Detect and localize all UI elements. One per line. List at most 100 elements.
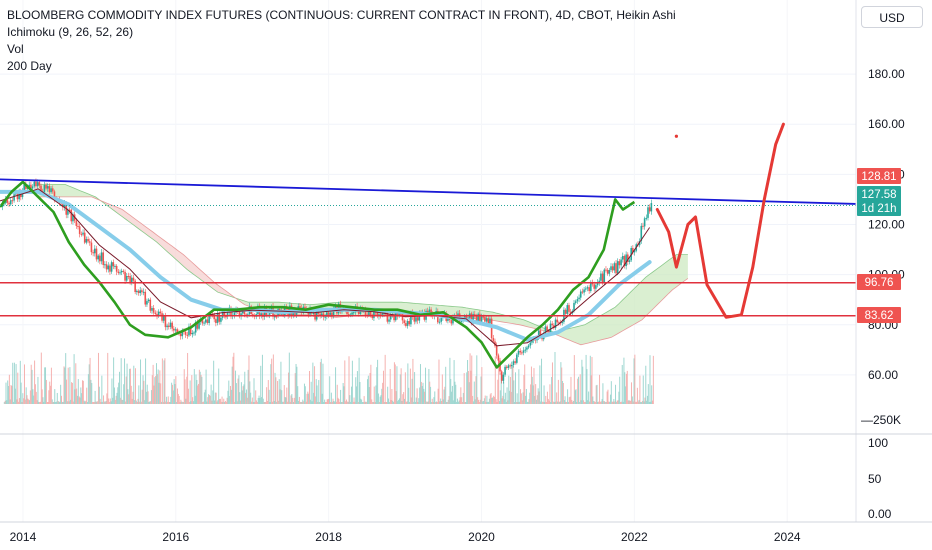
volume-bar <box>159 370 161 404</box>
oscillator-tick-label: 100 <box>868 436 888 450</box>
volume-bar <box>127 389 129 404</box>
candle-body <box>368 311 370 316</box>
candle-body <box>579 291 582 298</box>
volume-bar <box>643 401 645 404</box>
volume-bar <box>587 400 589 404</box>
indicator-200-day[interactable]: 200 Day <box>7 59 52 73</box>
volume-bar <box>150 401 152 404</box>
volume-bar <box>556 392 558 404</box>
volume-bar <box>555 401 557 404</box>
volume-bar <box>529 392 531 404</box>
volume-bar <box>438 359 440 404</box>
volume-bar <box>96 401 98 404</box>
volume-bar <box>619 376 621 404</box>
volume-bar <box>415 397 417 404</box>
volume-bar <box>361 401 363 404</box>
candle-body <box>92 252 94 254</box>
candle-body <box>9 200 12 205</box>
oscillator-tick-label: 0.00 <box>868 507 892 521</box>
volume-bar <box>509 376 511 404</box>
candle-body <box>75 220 78 226</box>
candle-body <box>482 316 485 318</box>
candle-body <box>484 316 486 322</box>
volume-bar <box>424 391 426 404</box>
volume-bar <box>489 394 491 404</box>
volume-bar <box>4 400 6 404</box>
volume-bar <box>366 401 368 404</box>
volume-bar <box>375 385 377 404</box>
volume-bar <box>33 395 35 404</box>
currency-button[interactable]: USD <box>861 6 923 28</box>
volume-bar <box>226 397 228 404</box>
volume-bar <box>64 367 66 404</box>
symbol-title[interactable]: BLOOMBERG COMMODITY INDEX FUTURES (CONTI… <box>7 8 676 22</box>
volume-bar <box>66 401 68 404</box>
volume-bar <box>272 401 274 404</box>
volume-bar <box>335 367 337 404</box>
volume-bar <box>546 391 548 404</box>
candle-body <box>526 347 528 350</box>
volume-bar <box>120 358 122 404</box>
candle-body <box>593 284 595 289</box>
volume-bar <box>23 398 25 404</box>
candle-body <box>188 326 190 336</box>
candle-body <box>603 269 606 283</box>
volume-bar <box>570 376 572 404</box>
candle-body <box>181 330 184 337</box>
volume-bar <box>563 400 565 404</box>
candle-body <box>72 214 74 222</box>
volume-bar <box>210 384 212 404</box>
volume-bar <box>558 401 560 404</box>
volume-bar <box>290 395 292 404</box>
volume-bar <box>387 386 389 404</box>
volume-bar <box>359 382 361 404</box>
volume-bar <box>462 392 464 404</box>
user-drawings[interactable] <box>0 122 857 319</box>
chart-gridlines <box>0 73 856 376</box>
volume-bar <box>469 353 471 404</box>
candle-body <box>331 312 333 317</box>
volume-bar <box>493 395 495 404</box>
candle-body <box>546 326 548 331</box>
volume-bar <box>568 397 570 404</box>
volume-bar <box>434 391 436 404</box>
volume-bar <box>35 391 37 404</box>
volume-bar <box>351 360 353 404</box>
resistance-trendline <box>0 178 857 205</box>
indicator-ichimoku[interactable]: Ichimoku (9, 26, 52, 26) <box>7 25 134 39</box>
volume-bar <box>293 397 295 404</box>
volume-bar <box>130 385 132 404</box>
candle-body <box>326 312 328 317</box>
volume-bar <box>540 401 542 404</box>
volume-bar <box>41 389 43 404</box>
volume-bar <box>495 399 497 404</box>
candle-body <box>558 322 560 324</box>
candle-body <box>556 319 558 323</box>
volume-bar <box>448 396 450 404</box>
candle-body <box>347 314 350 316</box>
volume-bar <box>327 399 329 404</box>
volume-bar <box>541 358 543 404</box>
volume-bar <box>426 401 428 404</box>
indicator-vol[interactable]: Vol <box>7 42 24 56</box>
volume-bar <box>408 387 410 404</box>
volume-bar <box>261 354 263 404</box>
volume-bar <box>345 399 347 404</box>
candle-body <box>578 297 580 300</box>
volume-bar <box>404 372 406 404</box>
candle-body <box>194 322 197 333</box>
volume-bar <box>208 394 210 404</box>
volume-bar <box>60 395 62 404</box>
volume-bar <box>319 401 321 404</box>
volume-bar <box>273 400 275 404</box>
candle-body <box>100 252 103 262</box>
volume-bar <box>92 401 94 404</box>
price-tag-label: 83.62 <box>865 310 894 322</box>
volume-bar <box>140 401 142 404</box>
volume-bar <box>625 373 627 404</box>
candle-body <box>304 306 306 309</box>
candle-body <box>25 184 27 189</box>
volume-bar <box>391 389 393 404</box>
